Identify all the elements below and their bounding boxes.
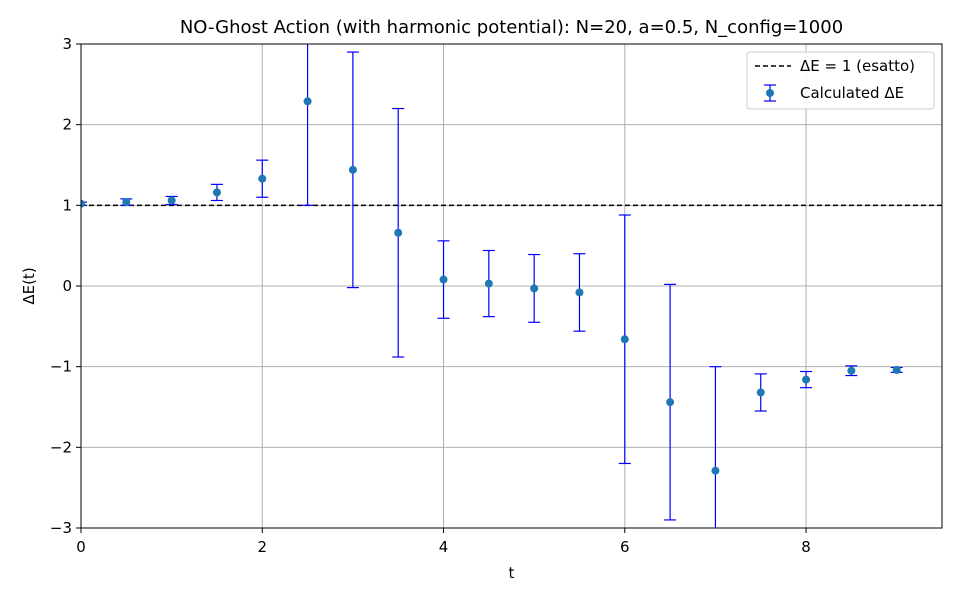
- data-point: [666, 398, 675, 407]
- data-point: [303, 97, 312, 106]
- chart-title: NO-Ghost Action (with harmonic potential…: [180, 17, 843, 38]
- errorbar: [81, 201, 87, 206]
- x-tick-label: 4: [439, 538, 449, 556]
- x-tick-label: 6: [620, 538, 630, 556]
- x-tick-label: 0: [76, 538, 86, 556]
- data-point: [847, 366, 856, 375]
- y-tick-label: −2: [50, 438, 72, 456]
- data-point: [484, 279, 493, 288]
- y-tick-label: −1: [50, 358, 72, 376]
- y-tick-label: 3: [62, 35, 72, 53]
- y-axis-label: ΔE(t): [20, 267, 38, 304]
- data-point: [258, 174, 267, 183]
- y-tick-label: 1: [62, 196, 72, 214]
- x-axis-label: t: [509, 564, 515, 582]
- data-point: [212, 188, 221, 197]
- data-point: [530, 284, 539, 293]
- data-point: [167, 196, 176, 205]
- x-tick-label: 8: [801, 538, 811, 556]
- data-point: [620, 335, 629, 344]
- data-point: [348, 165, 357, 174]
- legend-calculated-swatch: [764, 84, 776, 102]
- point-layer: [81, 97, 901, 475]
- data-point: [892, 365, 901, 374]
- data-point: [711, 466, 720, 475]
- y-tick-label: 0: [62, 277, 72, 295]
- data-point: [802, 375, 811, 384]
- legend-reference-line-label: ΔE = 1 (esatto): [800, 57, 915, 75]
- data-point: [439, 275, 448, 284]
- ticks: 0 2 4 6 8 −3 −2 −1 0 1 2 3: [50, 35, 811, 556]
- y-tick-label: −3: [50, 519, 72, 537]
- data-point: [575, 288, 584, 297]
- data-point: [394, 228, 403, 237]
- data-point: [122, 198, 131, 207]
- data-point: [756, 388, 765, 397]
- legend-calculated-label: Calculated ΔE: [800, 84, 904, 102]
- x-tick-label: 2: [257, 538, 267, 556]
- legend: ΔE = 1 (esatto) Calculated ΔE: [746, 51, 935, 110]
- y-tick-label: 2: [62, 116, 72, 134]
- legend-box: [746, 51, 935, 110]
- data-point: [81, 199, 85, 208]
